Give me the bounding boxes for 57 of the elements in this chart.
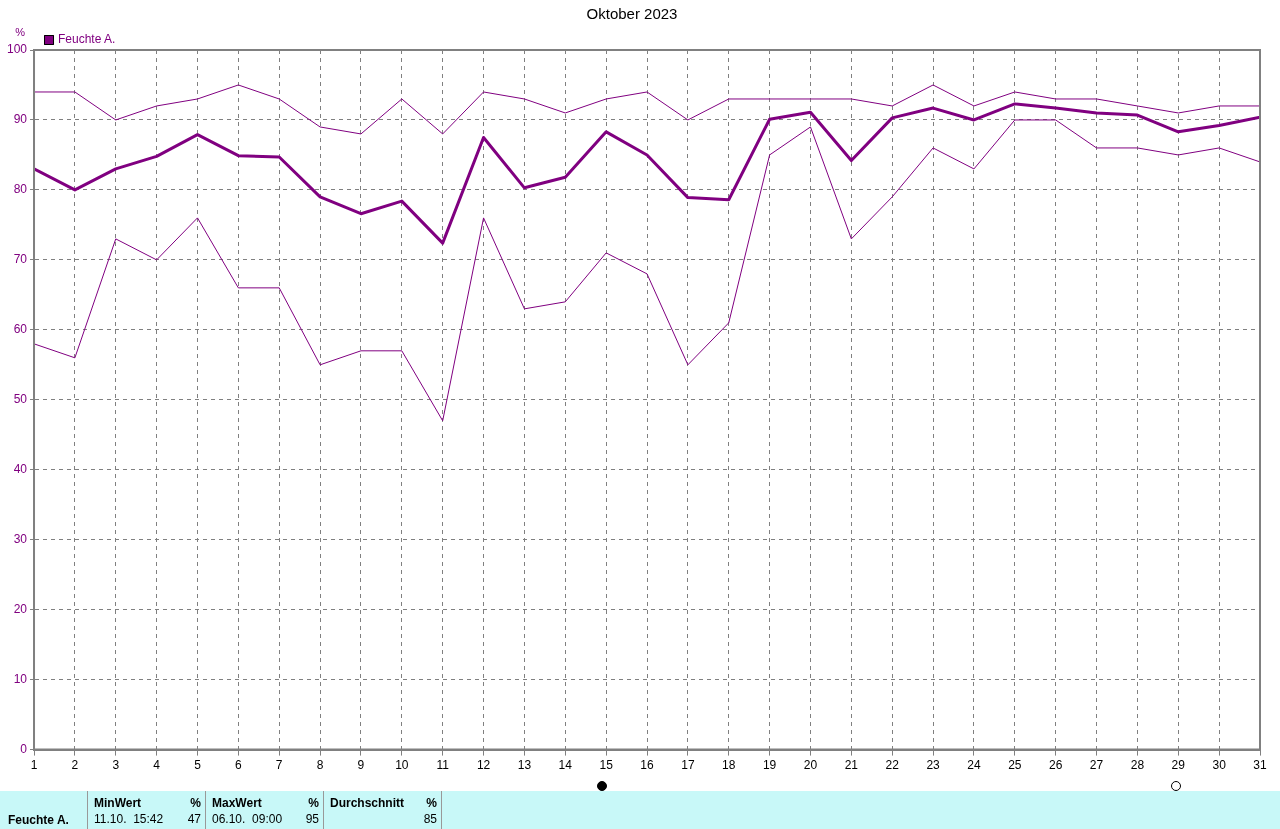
x-tick-label: 16: [640, 758, 654, 773]
y-axis-title: %: [15, 26, 26, 38]
text: 06.10. 09:00: [212, 812, 283, 826]
text: 47: [187, 812, 201, 826]
y-tick-label: 100: [6, 42, 28, 57]
x-tick-label: 7: [275, 758, 283, 773]
x-tick-label: 11: [436, 758, 450, 773]
legend-label: Feuchte A.: [58, 32, 116, 47]
y-tick-label: 20: [13, 601, 28, 616]
x-tick-label: 23: [926, 758, 941, 773]
x-tick-label: 30: [1212, 758, 1227, 773]
x-tick-label: 12: [476, 758, 491, 773]
y-tick-label: 0: [20, 741, 28, 756]
x-tick-label: 18: [722, 758, 736, 773]
x-tick-label: 1: [30, 758, 38, 773]
chart-title: Oktober 2023: [586, 5, 678, 23]
x-tick-label: 9: [357, 758, 365, 773]
x-tick-label: 19: [762, 758, 777, 773]
x-tick-label: 31: [1253, 758, 1267, 773]
text: 85: [423, 812, 437, 826]
x-tick-label: 27: [1089, 758, 1104, 773]
text: MaxWert: [212, 796, 262, 810]
x-tick-label: 5: [194, 758, 202, 773]
y-tick-label: 80: [13, 182, 28, 197]
x-tick-label: 10: [395, 758, 409, 773]
text: 11.10. 15:42: [94, 812, 164, 826]
y-tick-label: 90: [13, 112, 28, 127]
y-tick-label: 10: [13, 671, 28, 686]
text: Feuchte A.: [8, 813, 69, 827]
x-tick-label: 26: [1048, 758, 1063, 773]
y-tick-label: 30: [13, 532, 28, 547]
x-tick-label: 13: [517, 758, 532, 773]
x-tick-label: 2: [71, 758, 79, 773]
text: %: [308, 796, 319, 810]
x-tick-label: 14: [558, 758, 573, 773]
y-tick-label: 50: [13, 392, 28, 407]
text: Durchschnitt: [330, 796, 405, 810]
x-tick-label: 15: [599, 758, 614, 773]
text: MinWert: [94, 796, 142, 810]
x-tick-label: 4: [153, 758, 161, 773]
x-tick-label: 24: [967, 758, 981, 773]
x-tick-label: 6: [235, 758, 243, 773]
y-tick-label: 70: [13, 252, 28, 267]
x-tick-label: 20: [803, 758, 818, 773]
x-tick-label: 21: [844, 758, 859, 773]
y-tick-label: 40: [13, 462, 28, 477]
text: %: [190, 796, 201, 810]
text: 95: [305, 812, 319, 826]
x-tick-label: 3: [112, 758, 120, 773]
x-tick-label: 17: [681, 758, 695, 773]
x-tick-label: 25: [1008, 758, 1022, 773]
x-tick-label: 8: [316, 758, 324, 773]
y-tick-label: 60: [13, 322, 28, 337]
text: %: [426, 796, 437, 810]
x-tick-label: 28: [1130, 758, 1145, 773]
x-tick-label: 29: [1171, 758, 1186, 773]
x-tick-label: 22: [885, 758, 900, 773]
